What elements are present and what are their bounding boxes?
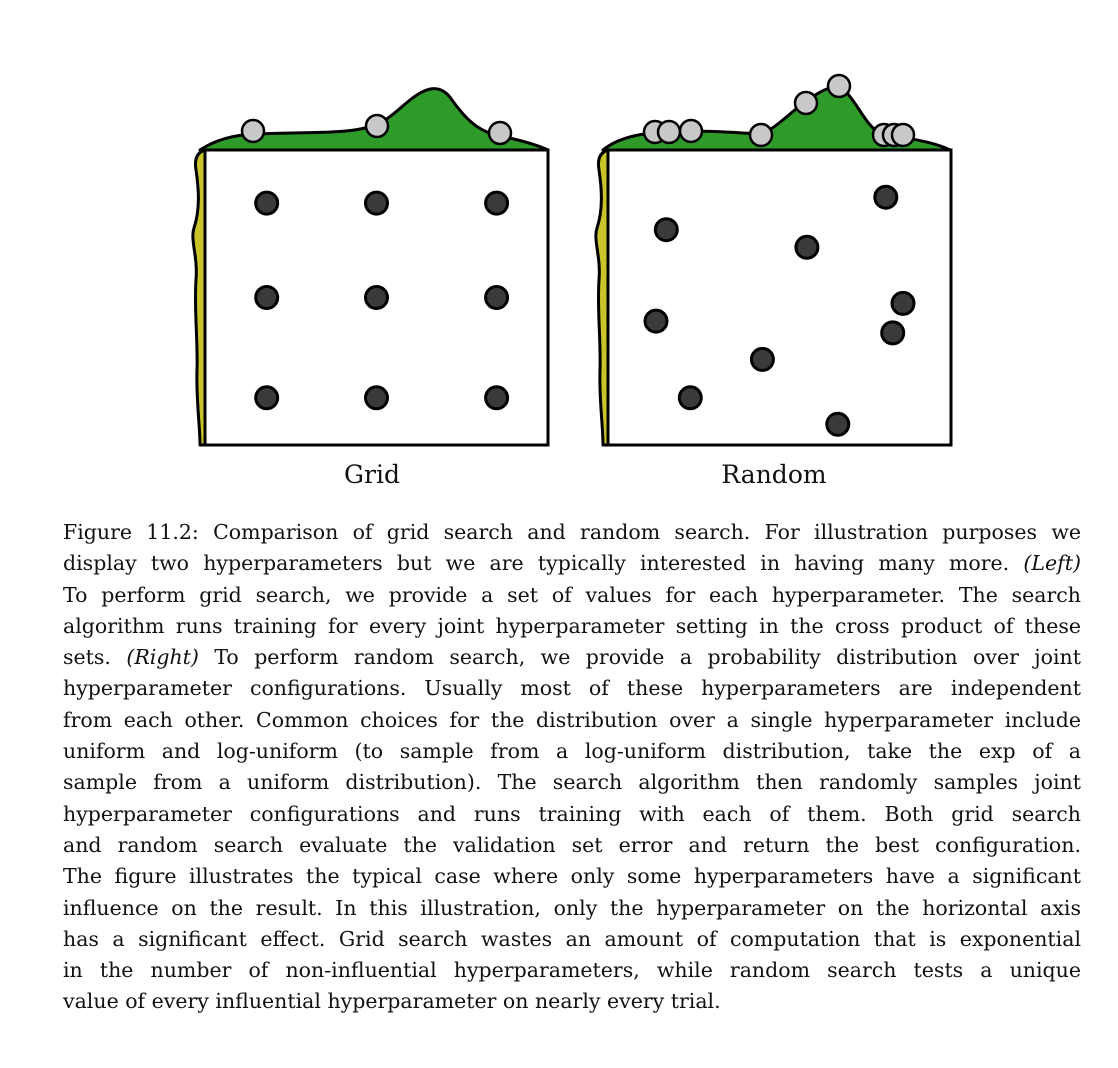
caption-text-span: has a significant effect. Grid search wa… xyxy=(63,926,1081,951)
caption-line: hyperparameter configurations and runs t… xyxy=(63,799,1081,830)
grid-trial-point xyxy=(484,385,510,411)
caption-text-span: To perform random search, we provide a p… xyxy=(198,645,1081,670)
caption-line: sets. (Right) To perform random search, … xyxy=(63,642,1081,673)
caption-line: and random search evaluate the validatio… xyxy=(63,830,1081,861)
grid-trial-point xyxy=(484,285,510,310)
grid-projection-marker xyxy=(487,120,513,146)
grid-panel-label: Grid xyxy=(344,460,400,489)
caption-text-span: in the number of non-influential hyperpa… xyxy=(63,958,1081,983)
grid-trial-point xyxy=(254,190,280,216)
grid-trial-point xyxy=(364,190,389,216)
random-projection-marker xyxy=(748,122,774,148)
caption-line: sample from a uniform distribution). The… xyxy=(63,767,1081,798)
random-projection-markers xyxy=(642,73,916,148)
grid-trial-points xyxy=(254,190,510,411)
grid-panel: Grid xyxy=(191,87,550,489)
random-trial-points xyxy=(643,184,916,437)
random-panel-label: Random xyxy=(721,460,826,489)
random-projection-marker xyxy=(793,90,819,116)
caption-line: Figure 11.2: Comparison of grid search a… xyxy=(63,517,1081,548)
caption-line: from each other. Common choices for the … xyxy=(63,705,1081,736)
grid-projection-markers xyxy=(240,113,513,146)
random-panel: Random xyxy=(594,73,953,489)
caption-line: uniform and log-uniform (to sample from … xyxy=(63,736,1081,767)
figure: Grid Random xyxy=(191,73,953,489)
caption-text-span: hyperparameter configurations and runs t… xyxy=(63,801,1081,826)
caption-text-span: Figure 11.2: Comparison of grid search a… xyxy=(63,520,1081,544)
grid-unimportant-function-curve xyxy=(191,148,207,447)
figure-caption: Figure 11.2: Comparison of grid search a… xyxy=(63,517,1081,1018)
random-trial-point xyxy=(880,320,906,346)
random-projection-marker xyxy=(890,122,916,148)
grid-trial-point xyxy=(254,285,280,310)
caption-line: in the number of non-influential hyperpa… xyxy=(63,955,1081,986)
grid-projection-marker xyxy=(364,113,390,139)
grid-trial-point xyxy=(254,385,280,411)
caption-text-span: display two hyperparameters but we are t… xyxy=(63,551,1024,576)
caption-text-span: value of every influential hyperparamete… xyxy=(63,989,721,1014)
caption-text-span: algorithm runs training for every joint … xyxy=(63,613,1081,638)
random-trial-point xyxy=(677,385,703,411)
random-trial-point xyxy=(890,290,916,316)
random-trial-point xyxy=(643,308,669,334)
caption-text-span: influence on the result. In this illustr… xyxy=(63,895,1081,920)
random-trial-point xyxy=(873,184,899,210)
caption-line: influence on the result. In this illustr… xyxy=(63,893,1081,924)
caption-text-span: The figure illustrates the typical case … xyxy=(63,864,1081,889)
random-trial-point xyxy=(825,411,851,437)
random-trial-point xyxy=(749,346,775,372)
grid-trial-point xyxy=(364,285,389,310)
caption-line: hyperparameter configurations. Usually m… xyxy=(63,673,1081,704)
caption-line: has a significant effect. Grid search wa… xyxy=(63,924,1081,955)
grid-trial-point xyxy=(364,385,389,411)
caption-line: value of every influential hyperparamete… xyxy=(63,986,1081,1017)
caption-italic-span: (Right) xyxy=(126,645,199,670)
grid-projection-marker xyxy=(240,118,266,144)
caption-text-span: and random search evaluate the validatio… xyxy=(63,832,1081,857)
random-projection-marker xyxy=(656,119,682,145)
caption-text-span: from each other. Common choices for the … xyxy=(63,707,1081,732)
caption-text-span: sets. xyxy=(63,645,127,670)
caption-text-span: To perform grid search, we provide a set… xyxy=(63,582,1081,607)
caption-italic-span: (Left) xyxy=(1023,551,1081,576)
caption-line: algorithm runs training for every joint … xyxy=(63,611,1081,642)
caption-line: display two hyperparameters but we are t… xyxy=(63,548,1081,579)
caption-text-span: sample from a uniform distribution). The… xyxy=(63,770,1081,795)
random-projection-marker xyxy=(826,73,852,99)
caption-text-span: hyperparameter configurations. Usually m… xyxy=(63,676,1081,701)
random-trial-point xyxy=(653,217,679,243)
random-trial-point xyxy=(794,234,820,260)
grid-trial-point xyxy=(484,190,510,216)
caption-line: To perform grid search, we provide a set… xyxy=(63,580,1081,611)
random-unimportant-function-curve xyxy=(594,148,610,447)
caption-line: The figure illustrates the typical case … xyxy=(63,861,1081,892)
caption-text-span: uniform and log-uniform (to sample from … xyxy=(63,739,1081,764)
random-projection-marker xyxy=(678,118,704,144)
